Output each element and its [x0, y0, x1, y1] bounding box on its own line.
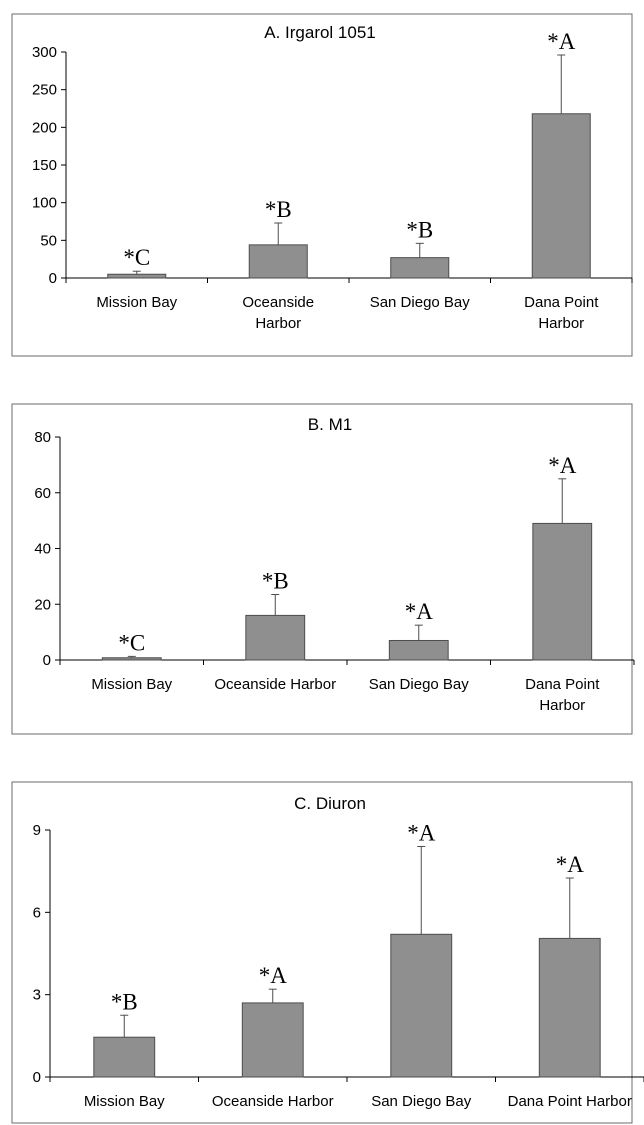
chart-panel-irgarol: A. Irgarol 1051 0 50 100 150 200 250 300 *C Miss…: [11, 13, 633, 357]
significance-label: *B: [406, 217, 433, 242]
significance-label: *B: [262, 568, 289, 593]
chart-panel-m1: B. M1 0 20 40 60 80 *C Mission Bay *B Oceanside …: [11, 403, 635, 735]
y-tick-label: 0: [49, 270, 57, 287]
significance-label: *A: [547, 29, 576, 54]
chart-title: A. Irgarol 1051: [264, 23, 376, 42]
y-tick-label: 60: [34, 485, 51, 502]
bar: [532, 522, 593, 661]
bar: [388, 639, 449, 661]
x-tick-label: Harbor: [539, 697, 585, 714]
x-tick-label: Mission Bay: [96, 294, 177, 311]
bar: [107, 273, 167, 279]
significance-label: *C: [118, 630, 145, 655]
plot-area: 0 50 100 150 200 250 300 *C Mission Bay *B Oceansi…: [32, 29, 633, 332]
y-tick-label: 250: [32, 82, 57, 99]
x-tick-label: Mission Bay: [84, 1093, 165, 1110]
significance-label: *A: [556, 852, 585, 877]
chart-panel-diuron: C. Diuron 0 3 6 9 *B Mission Bay *A Oceanside H…: [11, 781, 644, 1124]
significance-label: *A: [548, 453, 577, 478]
significance-label: *A: [259, 963, 288, 988]
chart-title: C. Diuron: [294, 794, 366, 813]
significance-label: *B: [111, 989, 138, 1014]
x-tick-label: Dana Point: [524, 294, 599, 311]
x-tick-label: San Diego Bay: [371, 1093, 472, 1110]
panel-frame: [11, 403, 633, 735]
x-tick-label: Harbor: [538, 315, 584, 332]
bar: [248, 244, 308, 279]
bar: [538, 937, 601, 1078]
panel-frame: [11, 13, 633, 357]
bar: [241, 1002, 304, 1078]
bar: [101, 657, 162, 661]
y-tick-label: 100: [32, 195, 57, 212]
y-tick-label: 200: [32, 119, 57, 136]
bar: [390, 257, 450, 279]
x-tick-label: San Diego Bay: [369, 676, 470, 693]
x-tick-label: Dana Point Harbor: [508, 1093, 632, 1110]
y-tick-label: 300: [32, 44, 57, 61]
y-tick-label: 6: [33, 904, 41, 921]
x-tick-label: Oceanside Harbor: [212, 1093, 334, 1110]
x-tick-label: Oceanside: [242, 294, 314, 311]
y-tick-label: 40: [34, 541, 51, 558]
y-tick-label: 150: [32, 157, 57, 174]
bar: [245, 614, 306, 661]
significance-label: *A: [405, 599, 434, 624]
y-tick-label: 80: [34, 429, 51, 446]
bar: [531, 113, 591, 279]
x-tick-label: Dana Point: [525, 676, 600, 693]
x-tick-label: Oceanside Harbor: [214, 676, 336, 693]
x-tick-label: Harbor: [255, 315, 301, 332]
bar: [390, 933, 453, 1078]
bar: [93, 1036, 156, 1078]
x-tick-label: Mission Bay: [91, 676, 172, 693]
y-tick-label: 50: [40, 232, 57, 249]
significance-label: *A: [407, 820, 436, 845]
y-tick-label: 0: [43, 652, 51, 669]
significance-label: *C: [123, 245, 150, 270]
x-tick-label: San Diego Bay: [370, 294, 471, 311]
plot-area: 0 3 6 9 *B Mission Bay *A Oceanside Harbor *A San…: [33, 820, 644, 1110]
y-tick-label: 0: [33, 1069, 41, 1086]
y-tick-label: 3: [33, 987, 41, 1004]
significance-label: *B: [265, 197, 292, 222]
y-tick-label: 20: [34, 596, 51, 613]
chart-title: B. M1: [308, 415, 352, 434]
y-tick-label: 9: [33, 822, 41, 839]
plot-area: 0 20 40 60 80 *C Mission Bay *B Oceanside Harbor…: [34, 429, 635, 714]
